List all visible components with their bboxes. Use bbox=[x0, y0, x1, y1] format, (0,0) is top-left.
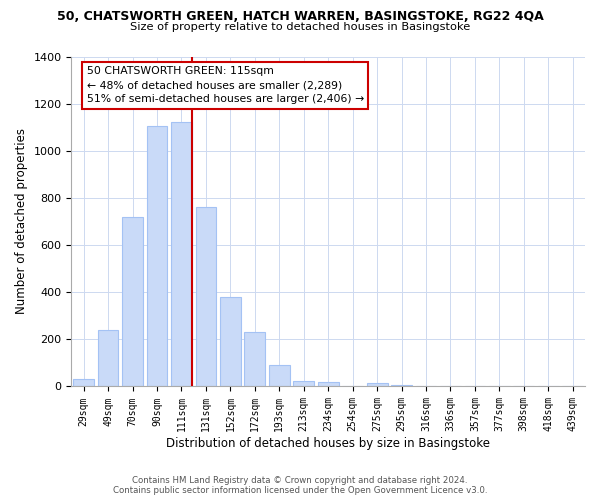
Bar bbox=[73, 380, 94, 386]
Bar bbox=[293, 380, 314, 386]
Bar bbox=[318, 382, 338, 386]
X-axis label: Distribution of detached houses by size in Basingstoke: Distribution of detached houses by size … bbox=[166, 437, 490, 450]
Bar bbox=[220, 297, 241, 386]
Bar bbox=[171, 122, 192, 386]
Bar bbox=[146, 126, 167, 386]
Text: Contains HM Land Registry data © Crown copyright and database right 2024.
Contai: Contains HM Land Registry data © Crown c… bbox=[113, 476, 487, 495]
Bar bbox=[244, 332, 265, 386]
Bar bbox=[98, 330, 118, 386]
Bar bbox=[122, 217, 143, 386]
Bar bbox=[196, 208, 217, 386]
Text: Size of property relative to detached houses in Basingstoke: Size of property relative to detached ho… bbox=[130, 22, 470, 32]
Text: 50 CHATSWORTH GREEN: 115sqm
← 48% of detached houses are smaller (2,289)
51% of : 50 CHATSWORTH GREEN: 115sqm ← 48% of det… bbox=[87, 66, 364, 104]
Bar bbox=[367, 383, 388, 386]
Bar bbox=[269, 366, 290, 386]
Text: 50, CHATSWORTH GREEN, HATCH WARREN, BASINGSTOKE, RG22 4QA: 50, CHATSWORTH GREEN, HATCH WARREN, BASI… bbox=[56, 10, 544, 23]
Y-axis label: Number of detached properties: Number of detached properties bbox=[15, 128, 28, 314]
